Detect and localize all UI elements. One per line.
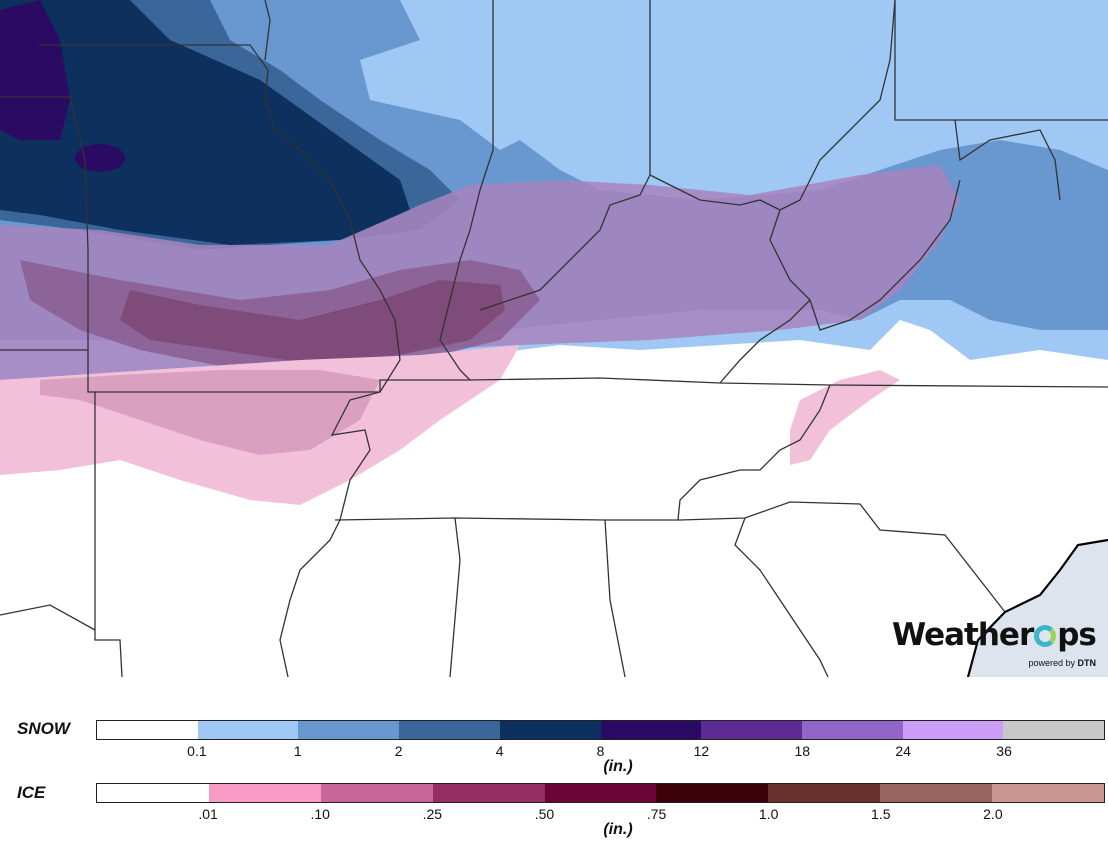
ice-tick-label: 1.5: [871, 806, 891, 822]
ice-tick-label: .25: [422, 806, 443, 822]
border-16: [449, 517, 461, 677]
snow-tick-label: 4: [495, 743, 504, 759]
ice-zone-east: [790, 370, 900, 465]
ice-color-bar: [96, 783, 1105, 803]
ice-color-segment: [97, 784, 209, 802]
snow-tick-label: 0.1: [187, 743, 207, 759]
ice-color-segment: [768, 784, 881, 802]
powered-by-text: powered by: [1028, 658, 1075, 668]
forecast-map: Weather ps powered by DTN: [0, 0, 1108, 677]
mix-band-core: [120, 280, 505, 365]
snow-color-bar: [96, 720, 1105, 740]
snow-color-segment: [399, 721, 500, 739]
logo-o-icon: [1034, 625, 1057, 647]
ice-tick-label: 2.0: [983, 806, 1003, 822]
logo-wordmark: Weather ps: [892, 618, 1102, 652]
ice-color-segment: [544, 784, 657, 802]
ice-tick-label: 1.0: [758, 806, 779, 822]
snow-tick-label: 8: [596, 743, 605, 759]
company-name: DTN: [1077, 658, 1097, 668]
weatherops-logo: Weather ps powered by DTN: [892, 618, 1102, 670]
ice-units: (in.): [603, 821, 633, 838]
snow-color-segment: [298, 721, 400, 739]
ice-color-segment: [992, 784, 1105, 802]
snow-color-segment: [499, 721, 601, 739]
border-13: [94, 392, 123, 677]
border-1: [0, 96, 1108, 393]
snow-tick-label: 18: [794, 743, 811, 759]
ice-tick-label: .50: [534, 806, 555, 822]
ice-tick-label: .75: [646, 806, 667, 822]
ice-color-segment: [208, 784, 321, 802]
logo-brand-post: ps: [1057, 617, 1097, 653]
border-10: [769, 179, 961, 331]
snow-legend-label: SNOW: [17, 719, 70, 738]
snow-color-segment: [801, 721, 903, 739]
snow-zone-extreme: [0, 0, 70, 140]
snow-tick-label: 1: [293, 743, 302, 759]
map-canvas: [0, 0, 1108, 677]
border-18: [734, 517, 829, 677]
snow-tick-label: 36: [996, 743, 1012, 759]
ice-zone-medium: [40, 370, 380, 455]
border-6: [479, 0, 651, 311]
ice-color-segment: [320, 784, 433, 802]
ice-color-segment: [432, 784, 545, 802]
border-12: [677, 384, 831, 521]
ice-color-segment: [880, 784, 993, 802]
ice-color-segment: [656, 784, 769, 802]
coastline: [966, 538, 1108, 677]
border-17: [604, 519, 626, 677]
snow-units: (in.): [603, 758, 633, 775]
snow-color-segment: [1003, 721, 1105, 739]
ocean-area: [968, 540, 1108, 677]
snow-tick-label: 24: [895, 743, 911, 759]
ice-tick-label: .01: [198, 806, 218, 822]
ice-tick-label: .10: [310, 806, 330, 822]
snow-spot: [75, 144, 125, 172]
snow-tick-label: 2: [394, 743, 403, 759]
border-11: [719, 299, 811, 384]
snow-color-segment: [600, 721, 702, 739]
snow-color-segment: [902, 721, 1004, 739]
snow-color-segment: [701, 721, 802, 739]
ice-legend-label: ICE: [17, 783, 46, 802]
border-4: [264, 0, 271, 61]
snow-tick-label: 12: [693, 743, 710, 759]
border-14: [0, 604, 96, 631]
border-15: [334, 501, 1006, 613]
snow-zone-very-heavy: [0, 0, 410, 245]
snow-color-segment: [97, 721, 198, 739]
border-5: [439, 0, 494, 381]
snow-color-segment: [197, 721, 299, 739]
border-7: [649, 0, 896, 211]
logo-powered-by: powered by DTN: [1028, 658, 1096, 668]
border-3: [38, 44, 401, 677]
state-boundaries: [0, 0, 1108, 677]
logo-brand-pre: Weather: [892, 617, 1034, 653]
border-9: [954, 119, 1061, 201]
border-8: [894, 0, 1108, 121]
